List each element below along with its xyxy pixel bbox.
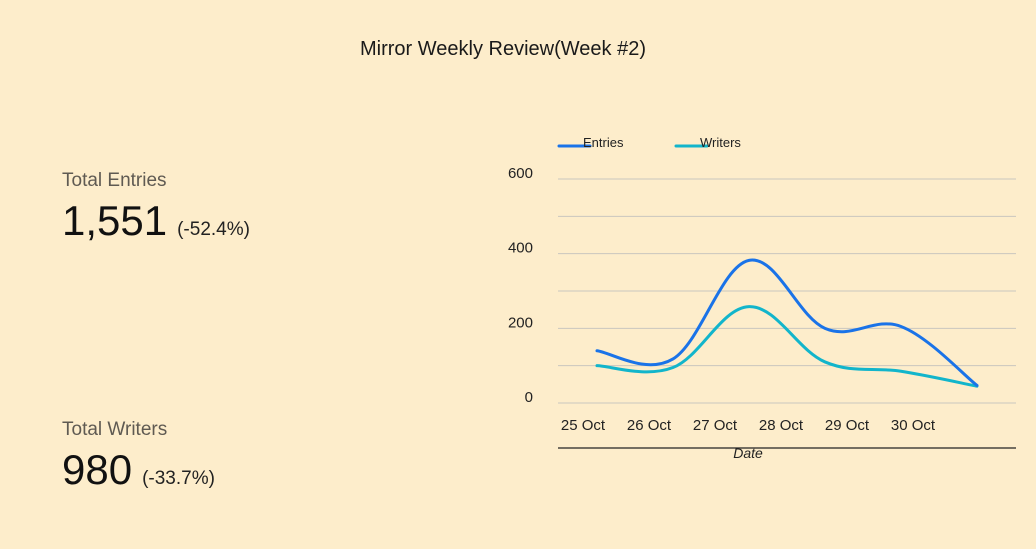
total-entries-change: (-52.4%)	[177, 219, 250, 240]
y-tick-label: 0	[525, 389, 533, 406]
x-tick-label: 30 Oct	[891, 417, 936, 434]
legend-label-writers: Writers	[700, 135, 741, 150]
x-tick-label: 26 Oct	[627, 417, 672, 434]
series-line-entries	[595, 258, 979, 387]
x-tick-label: 29 Oct	[825, 417, 870, 434]
legend-label-entries: Entries	[583, 135, 624, 150]
total-writers-label: Total Writers	[62, 419, 168, 440]
y-tick-label: 400	[508, 240, 533, 257]
total-writers-scorecard: Total Writers 980 (-33.7%)	[62, 420, 215, 491]
y-tick-label: 200	[508, 314, 533, 331]
x-tick-label: 28 Oct	[759, 417, 804, 434]
total-writers-change: (-33.7%)	[142, 468, 215, 489]
page-title: Mirror Weekly Review(Week #2)	[360, 38, 646, 60]
total-entries-value: 1,551	[62, 197, 168, 244]
y-tick-label: 600	[508, 165, 533, 182]
total-entries-label: Total Entries	[62, 170, 167, 191]
x-tick-label: 27 Oct	[693, 417, 738, 434]
x-axis-title: Date	[733, 445, 763, 461]
x-tick-label: 25 Oct	[561, 417, 606, 434]
total-writers-value: 980	[62, 446, 133, 493]
series-line-writers	[595, 305, 979, 388]
total-entries-scorecard: Total Entries 1,551 (-52.4%)	[62, 171, 250, 242]
